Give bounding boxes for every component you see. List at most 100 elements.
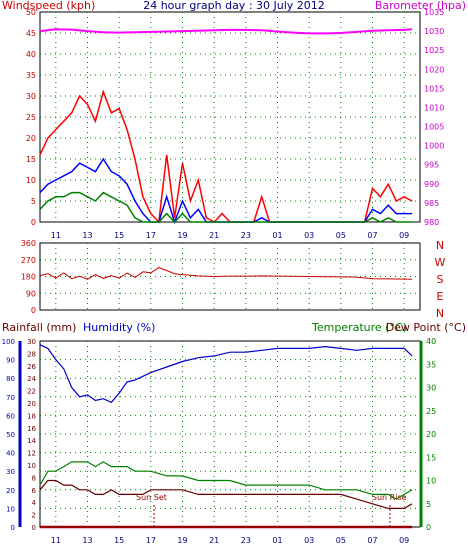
- direction-tick-label: 90: [26, 289, 36, 298]
- rainfall-tick-label: 20: [27, 400, 36, 408]
- humidity-time-tick-label: 11: [51, 536, 61, 545]
- humidity-tick-label: 10: [6, 505, 15, 513]
- wind-series: [39, 28, 413, 225]
- rainfall-tick-label: 2: [32, 512, 36, 520]
- humidity-tick-label: 90: [6, 357, 15, 365]
- windspeed-tick-label: 10: [26, 176, 36, 185]
- barometer-axis-label: Barometer (hpa): [375, 0, 466, 12]
- chart-title: 24 hour graph day : 30 July 2012: [143, 0, 325, 12]
- humidity-series: [39, 344, 413, 529]
- temperature-tick-label: 10: [426, 477, 436, 486]
- barometer-tick-label: 990: [424, 180, 439, 189]
- wind-direction-line: [39, 267, 413, 280]
- temperature-tick-label: 15: [426, 453, 436, 462]
- compass-label: S: [437, 273, 444, 286]
- rainfall-tick-label: 28: [27, 350, 36, 358]
- rainfall-tick-label: 4: [32, 499, 37, 507]
- direction-tick-label: 270: [21, 256, 36, 265]
- wind-time-tick-label: 13: [82, 231, 92, 240]
- rainfall-tick-label: 26: [27, 363, 36, 371]
- temperature-tick-label: 35: [426, 360, 436, 369]
- humidity-tick-label: 50: [6, 431, 15, 439]
- sun-markers: Sun Set Sun Rise: [136, 493, 407, 527]
- wind-time-tick-label: 15: [114, 231, 124, 240]
- barometer-line: [39, 28, 413, 35]
- rainfall-tick-label: 12: [27, 450, 36, 458]
- wind-calm-line: [39, 191, 413, 224]
- rainfall-tick-label: 8: [32, 474, 36, 482]
- compass-label: N: [436, 239, 444, 252]
- windspeed-tick-label: 25: [26, 113, 36, 122]
- humidity-time-tick-label: 19: [177, 536, 187, 545]
- humidity-time-tick-label: 23: [241, 536, 251, 545]
- barometer-tick-label: 1030: [424, 27, 444, 36]
- humidity-tick-label: 80: [6, 375, 15, 383]
- humidity-tick-label: 20: [6, 487, 15, 495]
- temperature-tick-label: 0: [426, 523, 431, 532]
- humidity-time-tick-label: 09: [399, 536, 409, 545]
- wind-time-tick-label: 03: [304, 231, 314, 240]
- humidity-time-tick-label: 21: [209, 536, 219, 545]
- barometer-tick-label: 980: [424, 218, 439, 227]
- humidity-time-tick-label: 01: [272, 536, 282, 545]
- barometer-tick-label: 995: [424, 161, 439, 170]
- windspeed-tick-label: 20: [26, 134, 36, 143]
- dew-point-line: [39, 479, 413, 509]
- rainfall-tick-label: 24: [27, 375, 36, 383]
- windspeed-tick-label: 45: [26, 29, 36, 38]
- sun-marker-label: Sun Rise: [372, 493, 407, 502]
- windspeed-axis: 0 5 10 15 20 25 30 35 40 45 50: [26, 8, 36, 227]
- humidity-time-tick-label: 05: [336, 536, 346, 545]
- wind-time-tick-label: 09: [399, 231, 409, 240]
- humidity-tick-label: 100: [2, 338, 15, 346]
- wind-time-tick-label: 19: [177, 231, 187, 240]
- compass-label: W: [435, 256, 446, 269]
- barometer-axis: 980 985 990 995 1000 1005 1010 1015 1020 1025 1030…: [424, 8, 444, 227]
- wind-time-axis: 11 13 15 17 19 21 23 01 03 05 07 09: [51, 231, 410, 240]
- wind-time-tick-label: 01: [272, 231, 282, 240]
- humidity-axis-label: Humidity (%): [83, 321, 155, 334]
- barometer-tick-label: 1025: [424, 46, 444, 55]
- direction-tick-label: 180: [21, 273, 36, 282]
- windspeed-tick-label: 0: [31, 218, 36, 227]
- barometer-tick-label: 1005: [424, 123, 444, 132]
- temperature-tick-label: 40: [426, 337, 436, 346]
- barometer-tick-label: 1020: [424, 65, 444, 74]
- direction-tick-label: 360: [21, 239, 36, 248]
- wind-time-tick-label: 17: [146, 231, 156, 240]
- rainfall-tick-label: 6: [32, 487, 37, 495]
- barometer-tick-label: 985: [424, 199, 439, 208]
- compass-label: E: [437, 290, 444, 303]
- temperature-tick-label: 25: [426, 407, 436, 416]
- rainfall-tick-label: 18: [27, 412, 36, 420]
- humidity-line: [39, 344, 413, 404]
- humidity-time-tick-label: 07: [367, 536, 377, 545]
- humidity-time-tick-label: 03: [304, 536, 314, 545]
- humidity-time-axis: 11 13 15 17 19 21 23 01 03 05 07 09: [51, 536, 410, 545]
- humidity-axis: 0 10 20 30 40 50 60 70 80 90 100: [2, 338, 15, 532]
- temperature-axis-label: Temperature (°C): [311, 321, 407, 334]
- humidity-tick-label: 40: [6, 450, 15, 458]
- windspeed-tick-label: 50: [26, 8, 36, 17]
- windspeed-tick-label: 15: [26, 155, 36, 164]
- sun-marker-label: Sun Set: [136, 493, 167, 502]
- humidity-time-tick-label: 13: [82, 536, 92, 545]
- temperature-line: [39, 461, 413, 500]
- temperature-tick-label: 5: [426, 500, 431, 509]
- temperature-tick-label: 30: [426, 384, 436, 393]
- barometer-tick-label: 1000: [424, 142, 444, 151]
- wind-time-tick-label: 23: [241, 231, 251, 240]
- rainfall-tick-label: 22: [27, 388, 36, 396]
- wind-time-tick-label: 07: [367, 231, 377, 240]
- barometer-tick-label: 1015: [424, 84, 444, 93]
- rainfall-tick-label: 10: [27, 462, 36, 470]
- humidity-time-tick-label: 17: [146, 536, 156, 545]
- rainfall-tick-label: 16: [27, 425, 36, 433]
- humidity-tick-label: 30: [6, 468, 15, 476]
- windspeed-tick-label: 5: [31, 197, 36, 206]
